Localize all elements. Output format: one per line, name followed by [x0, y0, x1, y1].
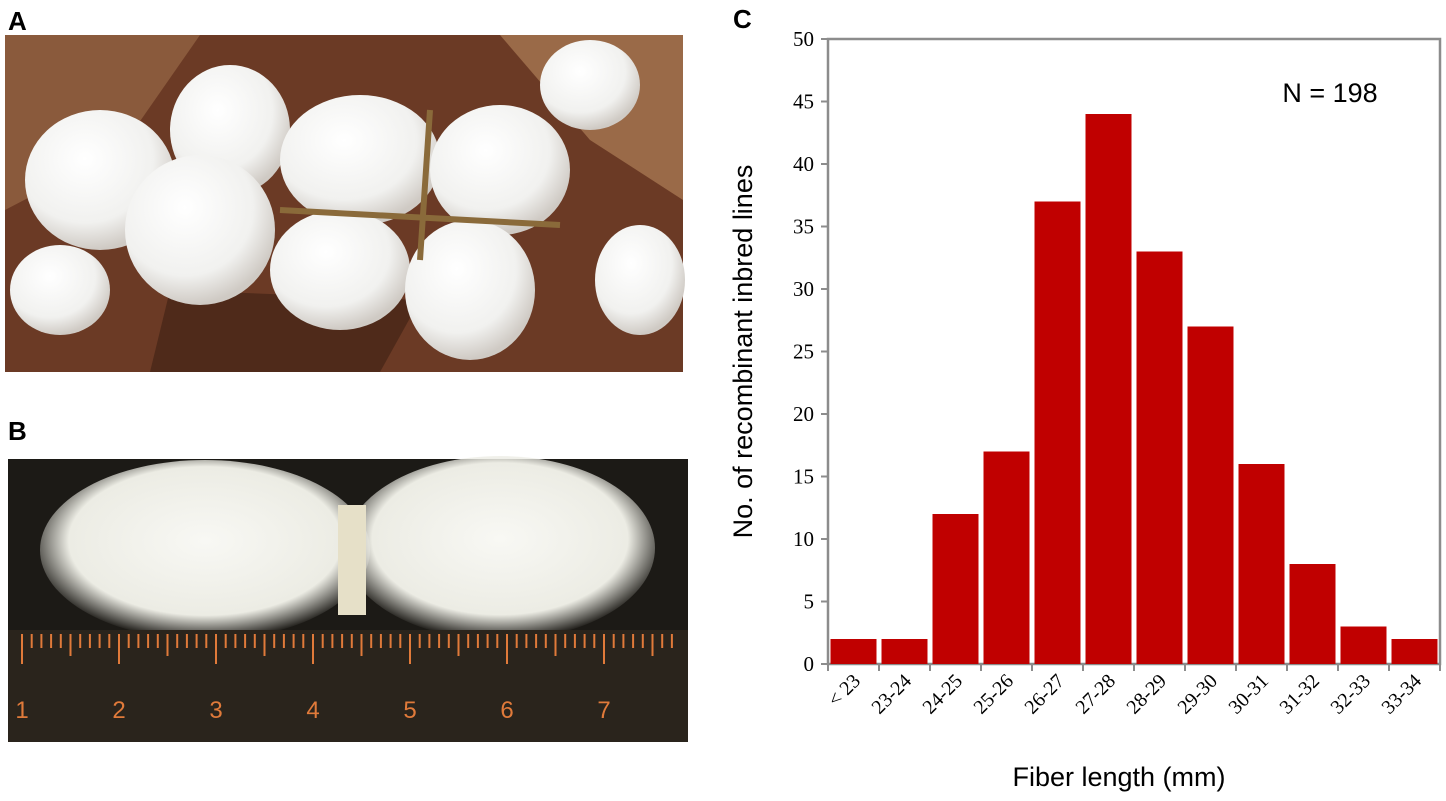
ruler-label: 5: [403, 697, 416, 724]
x-tick-label: 29-30: [1173, 670, 1222, 719]
ruler-label: 6: [500, 697, 513, 724]
x-tick-label: 31-32: [1275, 670, 1324, 719]
x-tick-label: 25-26: [969, 670, 1018, 719]
x-tick-label: 30-31: [1224, 670, 1273, 719]
x-tick-label: < 23: [824, 670, 865, 711]
bar: [1034, 201, 1081, 664]
panel-label: C: [733, 4, 752, 34]
bar: [983, 451, 1030, 664]
x-tick-label: 28-29: [1122, 670, 1171, 719]
photo-fiber-ruler: [8, 456, 688, 742]
y-tick-label: 45: [793, 90, 814, 114]
bar: [1085, 114, 1132, 664]
y-tick-label: 25: [793, 340, 814, 364]
bar: [932, 514, 979, 664]
annotation: N = 198: [1282, 78, 1377, 108]
panel-label: B: [8, 416, 27, 446]
y-tick-label: 30: [793, 277, 814, 301]
x-tick-label: 23-24: [867, 670, 916, 719]
y-tick-label: 10: [793, 527, 814, 551]
x-tick-label: 24-25: [918, 670, 967, 719]
bar: [1238, 464, 1285, 664]
bar: [1391, 639, 1438, 664]
x-axis-label: Fiber length (mm): [1012, 762, 1225, 792]
x-tick-label: 33-34: [1377, 670, 1426, 719]
bar: [881, 639, 928, 664]
y-axis-label: No. of recombinant inbred lines: [728, 165, 758, 539]
x-tick-label: 27-28: [1071, 670, 1120, 719]
panel-label: A: [8, 6, 27, 36]
y-tick-label: 20: [793, 402, 814, 426]
y-tick-label: 5: [804, 590, 815, 614]
plot-frame: [826, 37, 1442, 666]
ruler-label: 2: [112, 697, 125, 724]
ruler-label: 7: [597, 697, 610, 724]
bar: [1187, 326, 1234, 664]
bar: [830, 639, 877, 664]
bar: [1289, 564, 1336, 664]
ruler-ticks: [21, 634, 673, 664]
ruler-label: 4: [306, 697, 319, 724]
photo-cotton-bolls: [5, 35, 685, 372]
y-tick-label: 0: [804, 652, 815, 676]
bar: [1340, 626, 1387, 664]
x-tick-label: 26-27: [1020, 670, 1069, 719]
y-tick-label: 50: [793, 27, 814, 51]
y-tick-label: 35: [793, 215, 814, 239]
bar: [1136, 251, 1183, 664]
y-tick-label: 40: [793, 152, 814, 176]
ruler-label: 1: [15, 697, 28, 724]
x-tick-label: 32-33: [1326, 670, 1375, 719]
y-tick-label: 15: [793, 465, 814, 489]
ruler-label: 3: [209, 697, 222, 724]
